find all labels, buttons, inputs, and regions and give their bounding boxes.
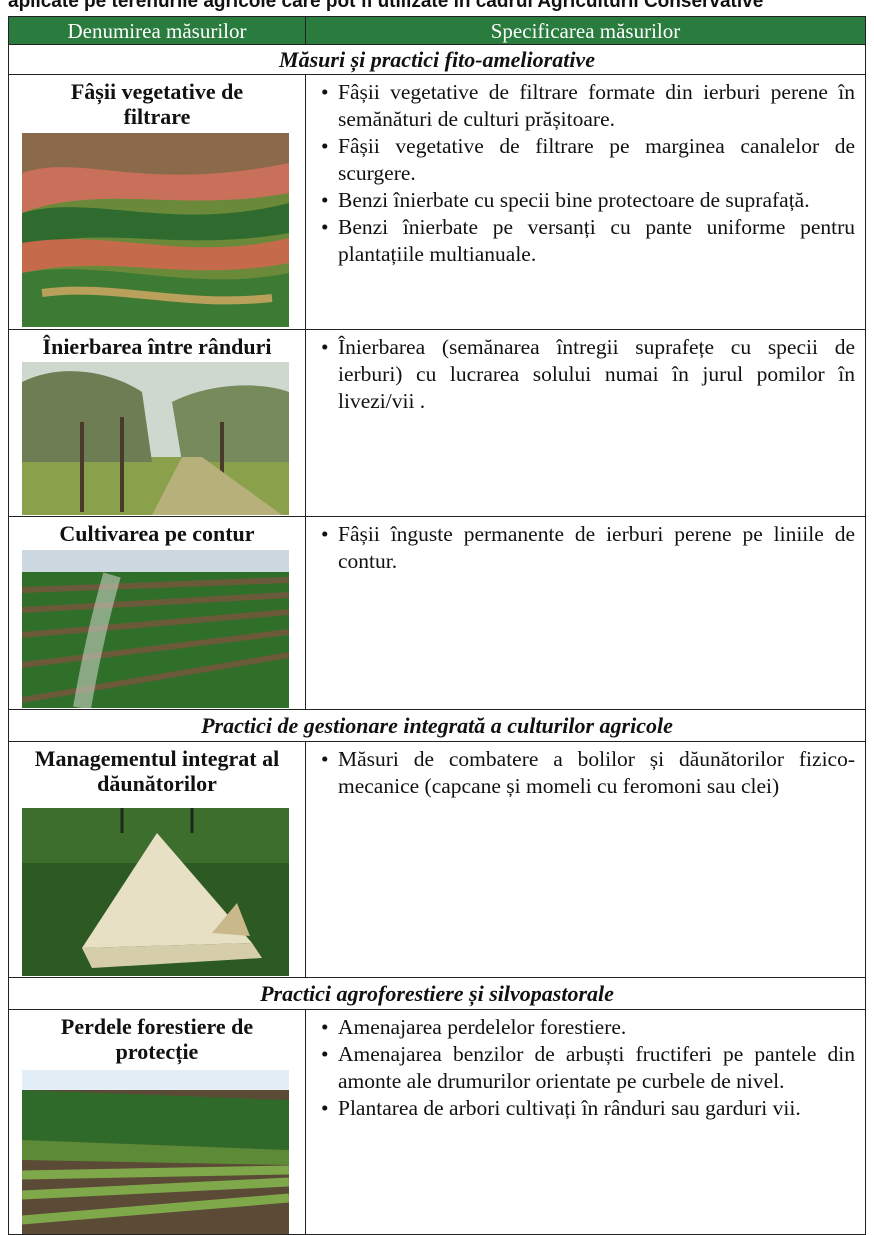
spec-cell: Fâșii vegetative de filtrare formate din… <box>305 75 866 330</box>
measure-cell: Perdele forestiere de protecție <box>8 1010 306 1235</box>
spec-item: Amenajarea perdelelor forestiere. <box>318 1014 855 1041</box>
photo <box>22 550 289 708</box>
spec-cell: Măsuri de combatere a bolilor și dăunăto… <box>305 742 866 978</box>
measure-cell: Înierbarea între rânduri <box>8 330 306 517</box>
spec-item: Amenajarea benzilor de arbuști fructifer… <box>318 1041 855 1095</box>
spec-list: Fâșii vegetative de filtrare formate din… <box>318 75 855 268</box>
header-note: aplicate pe terenurile agricole care pot… <box>8 0 764 12</box>
spec-item: Benzi înierbate pe versanți cu pante uni… <box>318 214 855 268</box>
measure-name: Managementul integrat al dăunătorilor <box>34 746 280 796</box>
measure-name: Perdele forestiere de protecție <box>60 1014 254 1064</box>
measure-cell: Cultivarea pe contur <box>8 517 306 710</box>
spec-cell: Fâșii înguste permanente de ierburi pere… <box>305 517 866 710</box>
spec-item: Fâșii înguste permanente de ierburi pere… <box>318 521 855 575</box>
photo <box>22 133 289 327</box>
measure-name: Fâșii vegetative de filtrare <box>70 79 244 129</box>
photo <box>22 808 289 976</box>
spec-list: Amenajarea perdelelor forestiere.Amenaja… <box>318 1010 855 1122</box>
measure-cell: Managementul integrat al dăunătorilor <box>8 742 306 978</box>
photo <box>22 1070 289 1234</box>
spec-item: Măsuri de combatere a bolilor și dăunăto… <box>318 746 855 800</box>
spec-item: Benzi înierbate cu specii bine protectoa… <box>318 187 855 214</box>
section-title: Măsuri și practici fito-ameliorative <box>8 45 866 75</box>
spec-item: Fâșii vegetative de filtrare pe marginea… <box>318 133 855 187</box>
section-title: Practici de gestionare integrată a cultu… <box>8 710 866 742</box>
spec-cell: Înierbarea (semănarea întregii suprafețe… <box>305 330 866 517</box>
spec-list: Măsuri de combatere a bolilor și dăunăto… <box>318 742 855 800</box>
column-header: Specificarea măsurilor <box>305 16 866 45</box>
spec-cell: Amenajarea perdelelor forestiere.Amenaja… <box>305 1010 866 1235</box>
section-title: Practici agroforestiere și silvopastoral… <box>8 978 866 1010</box>
measure-name: Înierbarea între rânduri <box>42 334 272 359</box>
measure-cell: Fâșii vegetative de filtrare <box>8 75 306 330</box>
spec-item: Plantarea de arbori cultivați în rânduri… <box>318 1095 855 1122</box>
spec-item: Înierbarea (semănarea întregii suprafețe… <box>318 334 855 415</box>
spec-item: Fâșii vegetative de filtrare formate din… <box>318 79 855 133</box>
spec-list: Fâșii înguste permanente de ierburi pere… <box>318 517 855 575</box>
spec-list: Înierbarea (semănarea întregii suprafețe… <box>318 330 855 415</box>
photo <box>22 362 289 515</box>
measure-name: Cultivarea pe contur <box>59 521 255 546</box>
column-header: Denumirea măsurilor <box>8 16 306 45</box>
